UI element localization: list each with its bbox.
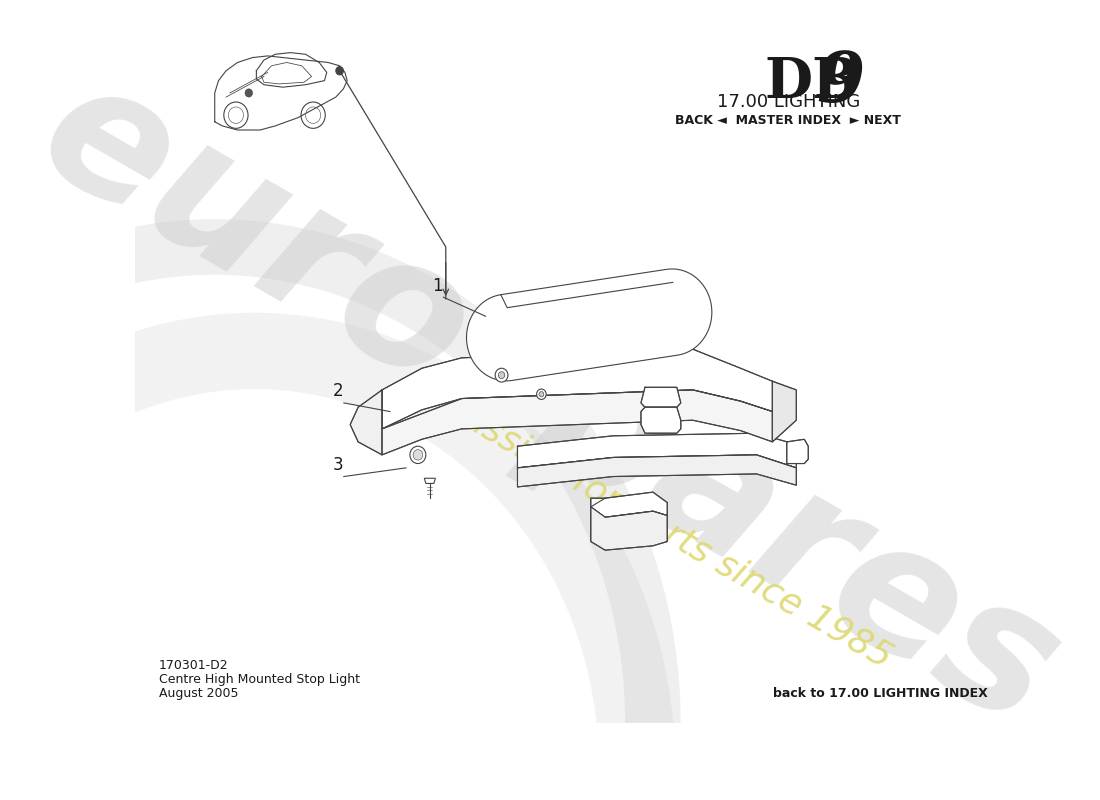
Text: 1: 1 bbox=[432, 277, 443, 294]
Polygon shape bbox=[466, 269, 712, 381]
Polygon shape bbox=[641, 387, 681, 407]
Text: 170301-D2: 170301-D2 bbox=[160, 659, 229, 672]
Polygon shape bbox=[641, 407, 681, 434]
Polygon shape bbox=[786, 439, 808, 463]
Polygon shape bbox=[517, 434, 796, 468]
Circle shape bbox=[245, 89, 253, 97]
Text: Centre High Mounted Stop Light: Centre High Mounted Stop Light bbox=[160, 673, 360, 686]
Text: BACK ◄  MASTER INDEX  ► NEXT: BACK ◄ MASTER INDEX ► NEXT bbox=[675, 114, 901, 126]
Polygon shape bbox=[591, 507, 668, 550]
Text: 3: 3 bbox=[333, 456, 343, 474]
Polygon shape bbox=[382, 349, 772, 429]
Circle shape bbox=[539, 392, 543, 397]
Polygon shape bbox=[772, 382, 796, 442]
Polygon shape bbox=[517, 455, 796, 487]
Polygon shape bbox=[382, 390, 772, 455]
Polygon shape bbox=[591, 492, 668, 518]
Polygon shape bbox=[425, 478, 436, 483]
Text: 9: 9 bbox=[816, 50, 865, 117]
Text: 2: 2 bbox=[333, 382, 343, 400]
Circle shape bbox=[537, 389, 547, 399]
Text: 17.00 LIGHTING: 17.00 LIGHTING bbox=[717, 93, 860, 110]
Circle shape bbox=[336, 66, 343, 75]
Polygon shape bbox=[350, 390, 382, 455]
Text: August 2005: August 2005 bbox=[160, 687, 239, 700]
Text: back to 17.00 LIGHTING INDEX: back to 17.00 LIGHTING INDEX bbox=[773, 687, 988, 700]
Text: a passion for parts since 1985: a passion for parts since 1985 bbox=[408, 373, 898, 675]
Circle shape bbox=[414, 450, 422, 460]
Circle shape bbox=[495, 368, 508, 382]
Text: eurospares: eurospares bbox=[11, 42, 1088, 764]
Circle shape bbox=[410, 446, 426, 463]
Circle shape bbox=[498, 372, 505, 378]
Text: DB: DB bbox=[764, 54, 859, 110]
